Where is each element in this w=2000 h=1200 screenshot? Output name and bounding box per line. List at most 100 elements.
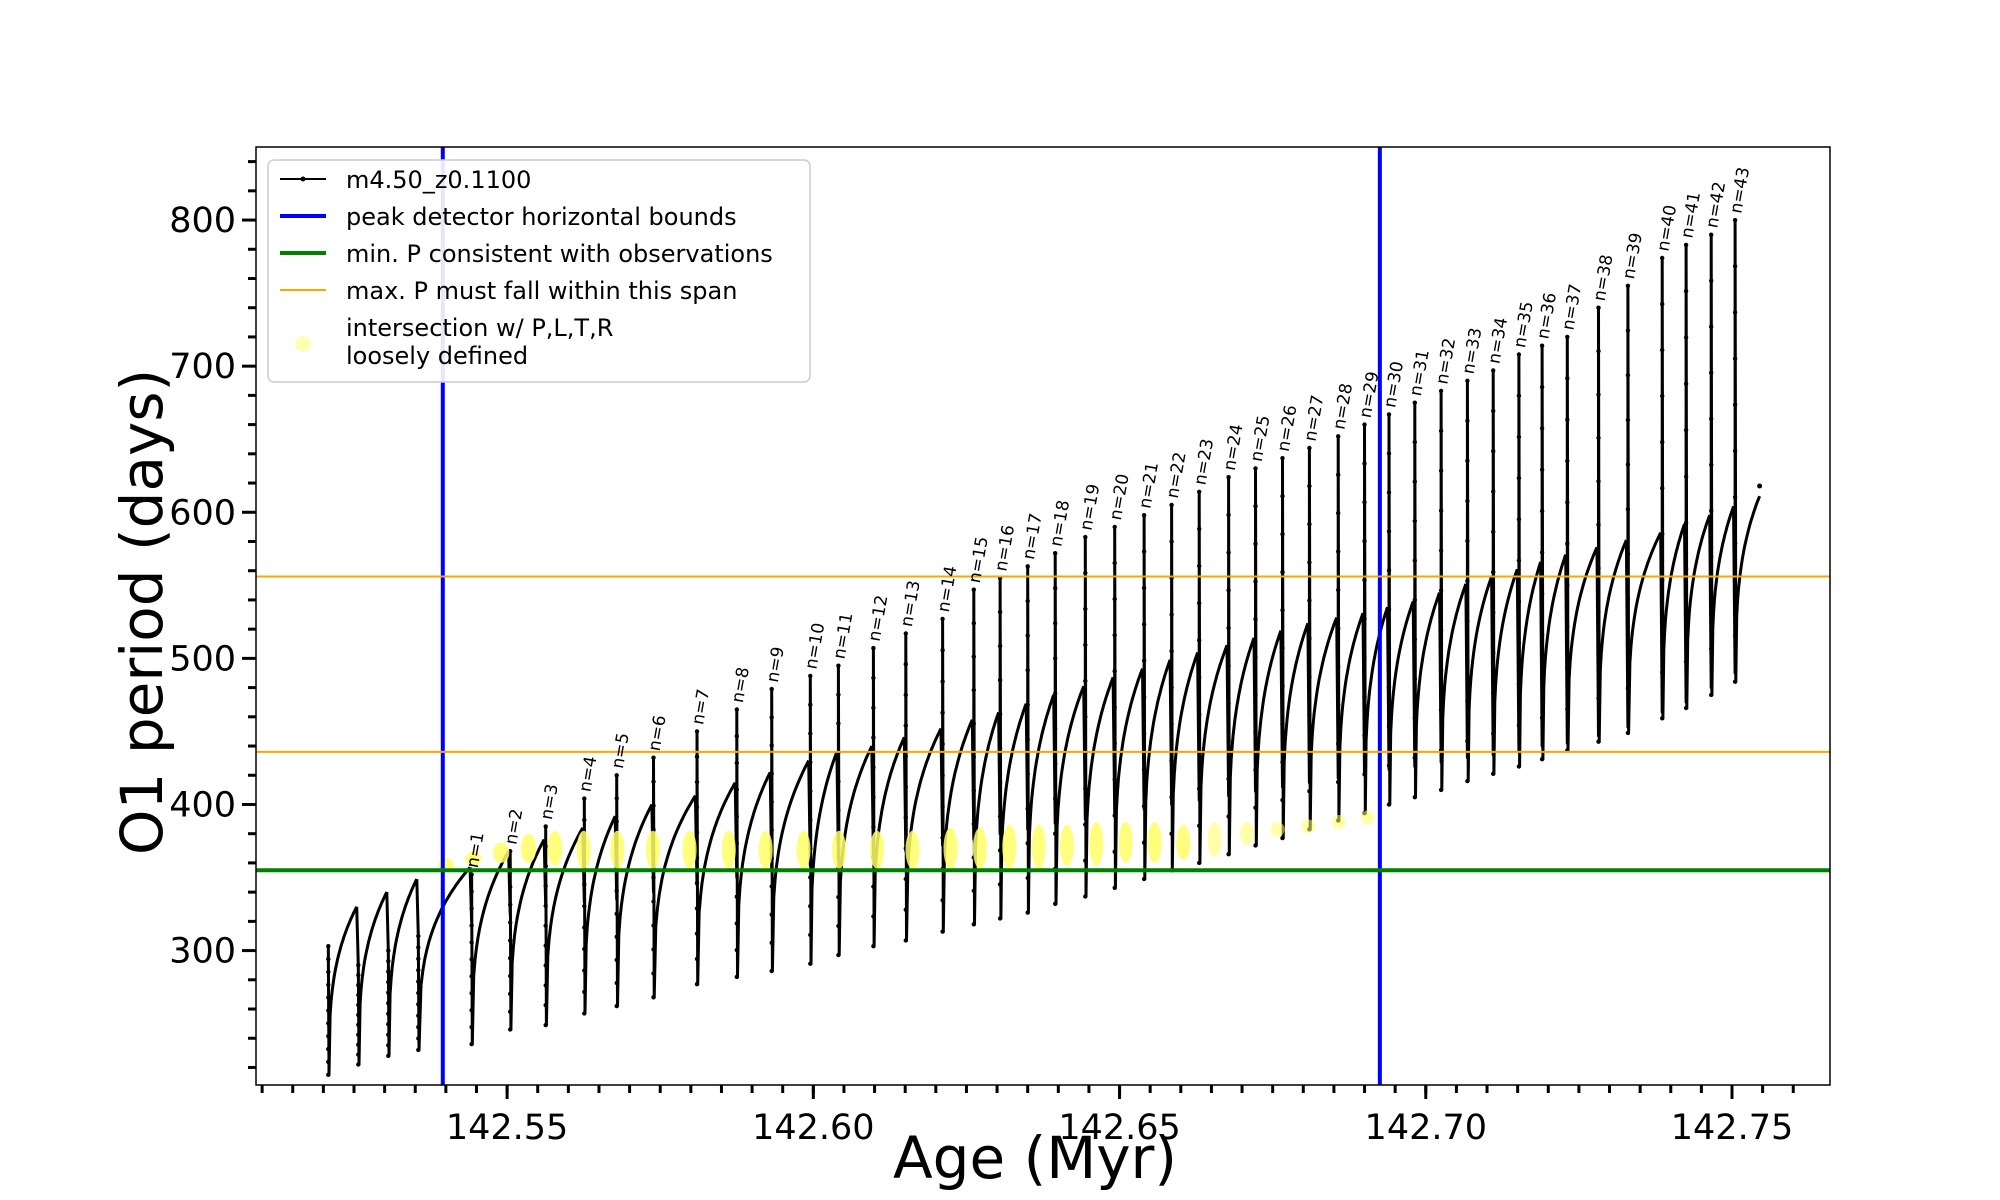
point-pulse-pre-3: [386, 1011, 391, 1016]
point-pulse-43: [1732, 541, 1738, 546]
point-pulse-22: [1169, 685, 1174, 690]
point-pulse-39: [1625, 730, 1631, 736]
point-pulse-10: [808, 961, 813, 966]
point-pulse-18: [1053, 796, 1058, 801]
point-pulse-29: [1362, 772, 1367, 777]
track-pulse-pre-3: [385, 878, 419, 1058]
point-pulse-24: [1226, 852, 1231, 857]
point-pulse-20: [1112, 596, 1117, 602]
point-pulse-3: [543, 963, 548, 968]
track-pulse-28: [1335, 434, 1365, 822]
point-pulse-19: [1083, 894, 1088, 899]
point-pulse-15: [971, 687, 976, 693]
point-pulse-43: [1732, 587, 1738, 592]
point-pulse-8: [734, 921, 739, 926]
point-pulse-19: [1083, 570, 1088, 576]
intersection-marker: [1002, 824, 1017, 869]
point-pulse-4: [582, 817, 587, 823]
point-pulse-pre-4: [416, 1024, 421, 1030]
point-pulse-39: [1625, 596, 1631, 601]
point-pulse-8: [734, 974, 739, 980]
track-pulse-26: [1279, 456, 1310, 840]
point-pulse-7: [694, 830, 700, 835]
point-pulse-42: [1709, 370, 1714, 375]
point-pulse-36: [1539, 591, 1545, 596]
point-pulse-11: [836, 663, 841, 668]
point-pulse-25: [1253, 654, 1258, 660]
point-pulse-20: [1112, 669, 1117, 674]
point-pulse-30: [1386, 451, 1392, 456]
plot-frame: [255, 146, 1831, 1086]
legend: m4.50_z0.1100 peak detector horizontal b…: [267, 159, 811, 383]
point-pulse-18: [1053, 551, 1058, 556]
point-pulse-29: [1362, 422, 1367, 427]
intersection-marker: [520, 833, 537, 863]
point-pulse-17: [1025, 841, 1030, 846]
point-pulse-27: [1307, 445, 1312, 451]
point-pulse-21: [1141, 876, 1147, 882]
point-pulse-pre-3: [386, 958, 391, 964]
point-pulse-16: [997, 780, 1003, 785]
point-pulse-18: [1053, 656, 1058, 661]
point-pulse-38: [1596, 435, 1601, 441]
point-pulse-24: [1226, 475, 1231, 480]
point-pulse-32: [1438, 468, 1444, 473]
intersection-marker: [465, 851, 482, 866]
point-pulse-43: [1732, 310, 1738, 315]
point-pulse-28: [1336, 626, 1341, 631]
point-pulse-21: [1141, 622, 1147, 627]
point-pulse-pre-4: [416, 979, 421, 984]
point-pulse-5: [614, 819, 619, 824]
point-pulse-35: [1516, 393, 1522, 398]
point-pulse-15: [971, 922, 976, 927]
point-pulse-36: [1539, 632, 1545, 638]
point-pulse-31: [1412, 518, 1418, 524]
point-pulse-6: [651, 827, 656, 832]
point-pulse-12: [871, 884, 876, 889]
y-axis-title: O1 period (days): [108, 369, 176, 855]
point-pulse-pre-2: [356, 1062, 361, 1067]
point-pulse-9: [769, 686, 774, 692]
point-pulse-40: [1660, 578, 1665, 583]
point-pulse-38: [1596, 305, 1601, 310]
point-pulse-5: [614, 888, 619, 893]
point-pulse-2: [508, 938, 513, 943]
point-pulse-pre-2: [356, 1022, 361, 1027]
point-pulse-pre-4: [416, 968, 421, 973]
legend-marker-intersection: [295, 336, 311, 352]
point-pulse-27: [1307, 483, 1312, 489]
track-pulse-42: [1708, 233, 1735, 697]
track-pulse-38: [1595, 306, 1628, 744]
point-pulse-pre-2: [356, 1042, 361, 1047]
point-pulse-21: [1141, 658, 1147, 663]
point-pulse-32: [1438, 548, 1444, 553]
point-pulse-33: [1465, 698, 1470, 704]
point-pulse-36: [1539, 343, 1545, 348]
point-pulse-35: [1516, 352, 1522, 357]
point-pulse-11: [836, 923, 841, 929]
point-pulse-13: [903, 815, 908, 820]
track-pulse-10: [807, 674, 839, 966]
y-tick-label: 400: [169, 785, 236, 825]
track-pulse-3: [542, 824, 584, 1027]
point-pulse-43: [1732, 356, 1738, 361]
point-pulse-16: [997, 848, 1003, 853]
legend-item-peak-bounds: peak detector horizontal bounds: [280, 203, 737, 231]
point-pulse-1: [469, 1041, 474, 1047]
point-pulse-42: [1709, 324, 1714, 329]
point-pulse-41: [1683, 613, 1689, 618]
point-pulse-40: [1660, 716, 1665, 721]
point-pulse-7: [694, 880, 700, 886]
point-pulse-7: [694, 729, 700, 734]
point-pulse-pre-1: [326, 956, 331, 962]
track-pulse-9: [768, 687, 811, 973]
point-pulse-16: [997, 814, 1003, 819]
point-pulse-37: [1565, 541, 1570, 546]
point-pulse-6: [651, 971, 656, 976]
point-pulse-31: [1412, 637, 1418, 642]
point-pulse-31: [1412, 400, 1418, 405]
point-pulse-pre-2: [356, 1032, 361, 1037]
point-pulse-41: [1683, 520, 1689, 525]
point-pulse-35: [1516, 599, 1522, 604]
point-pulse-13: [903, 662, 908, 667]
